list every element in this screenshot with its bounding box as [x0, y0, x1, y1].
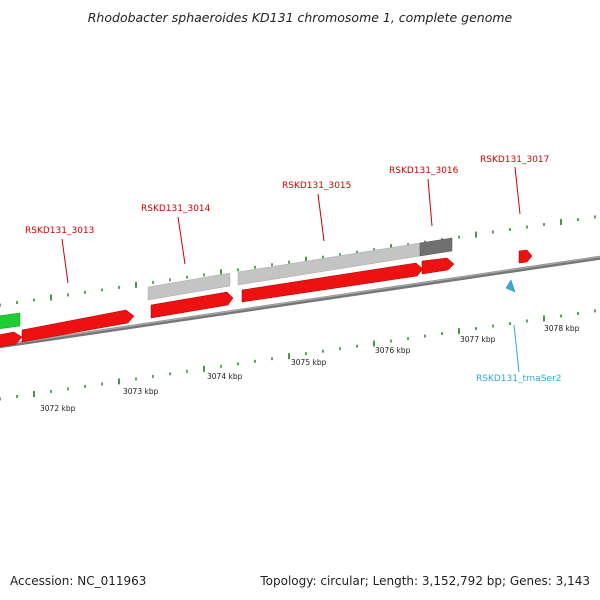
- label-connectors: [61, 166, 521, 373]
- tick-label: 3076 kbp: [375, 346, 411, 355]
- gene-label-3017[interactable]: RSKD131_3017: [480, 155, 549, 165]
- map-title: Rhodobacter sphaeroides KD131 chromosome…: [87, 10, 513, 25]
- cds-arrow-3014[interactable]: [150, 291, 234, 319]
- cds-arrow-3017[interactable]: [518, 249, 533, 264]
- gene-label-3014[interactable]: RSKD131_3014: [141, 204, 211, 214]
- rrna-feature[interactable]: [0, 312, 21, 329]
- gene-label-trnaser2[interactable]: RSKD131_trnaSer2: [476, 374, 561, 384]
- tick-label: 3075 kbp: [291, 358, 327, 367]
- cds-arrow-3012[interactable]: [0, 331, 23, 347]
- tick-label: 3072 kbp: [40, 404, 76, 413]
- chromosome-backbone: [0, 255, 600, 349]
- tick-label: 3077 kbp: [460, 335, 496, 344]
- trna-marker[interactable]: [505, 279, 516, 293]
- gene-label-3013[interactable]: RSKD131_3013: [25, 226, 94, 236]
- genome-summary: Topology: circular; Length: 3,152,792 bp…: [260, 574, 590, 588]
- pseudogene-3014[interactable]: [147, 272, 231, 301]
- tick-label: 3074 kbp: [207, 372, 243, 381]
- gene-label-3015[interactable]: RSKD131_3015: [282, 181, 351, 191]
- cds-track: [0, 249, 533, 347]
- pseudogene-3016[interactable]: [419, 237, 453, 257]
- tick-label: 3073 kbp: [123, 387, 159, 396]
- kbp-tick-labels: 3072 kbp 3073 kbp 3074 kbp 3075 kbp 3076…: [40, 324, 580, 413]
- accession-text: Accession: NC_011963: [10, 574, 147, 588]
- cds-arrow-3016[interactable]: [421, 257, 455, 275]
- pseudogene-track: [147, 237, 453, 301]
- inner-scale-ticks: [0, 309, 596, 401]
- gene-label-3016[interactable]: RSKD131_3016: [389, 166, 459, 176]
- cds-arrow-3015[interactable]: [241, 262, 424, 303]
- tick-label: 3078 kbp: [544, 324, 580, 333]
- cds-arrow-3013[interactable]: [21, 309, 135, 343]
- gene-labels: RSKD131_3013 RSKD131_3014 RSKD131_3015 R…: [25, 155, 561, 384]
